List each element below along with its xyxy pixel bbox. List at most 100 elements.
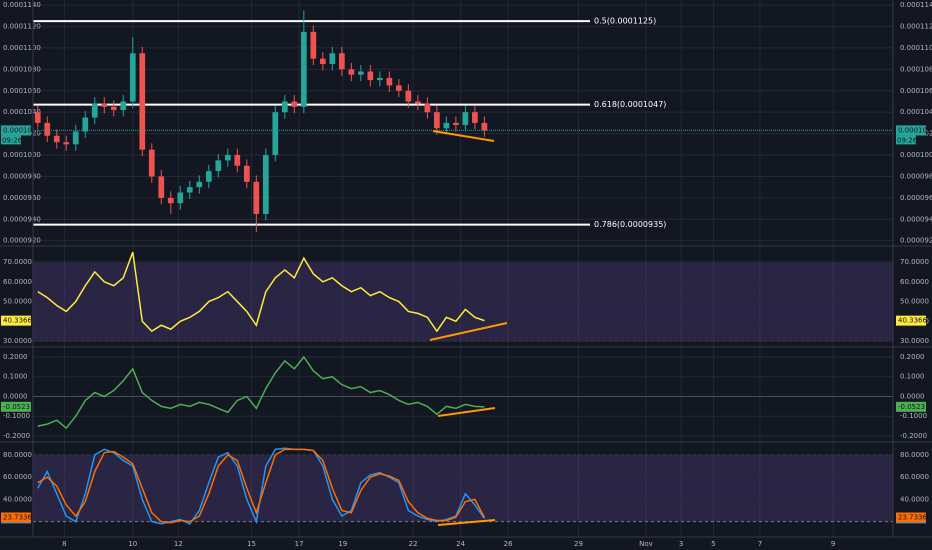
- y-tick-label: 40.0000: [3, 495, 32, 503]
- candle-body: [310, 31, 317, 59]
- candle-body: [319, 58, 326, 64]
- x-tick-label: 10: [128, 540, 137, 548]
- candle-body: [72, 131, 79, 145]
- x-tick-label: 22: [409, 540, 418, 548]
- y-tick-label: -0.2000: [900, 432, 927, 440]
- y-tick-label: 0.0000920: [900, 237, 932, 245]
- value-label: 40.3366: [3, 317, 32, 325]
- candle-body: [462, 112, 469, 126]
- candle-body: [167, 197, 174, 204]
- value-label: 40.3366: [898, 317, 927, 325]
- line-series: [37, 355, 485, 430]
- x-tick-label: 7: [758, 540, 762, 548]
- y-tick-label: 0.0001060: [3, 87, 41, 95]
- y-tick-label: 0.1000: [3, 373, 28, 381]
- candle-body: [120, 101, 127, 111]
- y-tick-label: 0.0001060: [900, 87, 932, 95]
- y-tick-label: -0.1000: [3, 412, 30, 420]
- x-tick-label: 15: [247, 540, 256, 548]
- candle-body: [44, 122, 51, 136]
- candle-body: [177, 192, 184, 204]
- x-tick-label: 19: [338, 540, 347, 548]
- candle-body: [34, 112, 41, 123]
- x-tick-label: 26: [504, 540, 513, 548]
- y-tick-label: 0.0001040: [900, 108, 932, 116]
- trend-line: [437, 519, 496, 526]
- value-label: 0.0001023: [898, 126, 932, 134]
- value-label-box: [1, 401, 31, 412]
- fib-label: 0.618(0.0001047): [594, 100, 666, 109]
- x-tick-label: 17: [295, 540, 304, 548]
- candle-body: [472, 112, 478, 123]
- candle-body: [481, 122, 488, 131]
- candle-body: [367, 71, 374, 81]
- y-tick-label: 0.2000: [3, 353, 28, 361]
- candle-body: [205, 171, 212, 182]
- value-label: 0.0001023: [3, 126, 41, 134]
- x-tick-label: 3: [679, 540, 683, 548]
- y-tick-label: 0.0001140: [3, 1, 41, 9]
- y-tick-label: 40.0000: [900, 495, 929, 503]
- y-tick-label: 80.0000: [900, 451, 929, 459]
- y-tick-label: 30.0000: [900, 337, 929, 345]
- candle-body: [291, 101, 298, 107]
- y-tick-label: 0.0001000: [900, 151, 932, 159]
- y-tick-label: 70.0000: [900, 258, 929, 266]
- y-tick-label: 60.0000: [900, 473, 929, 481]
- x-tick-label: 12: [174, 540, 183, 548]
- candle-body: [234, 155, 241, 166]
- candle-body: [253, 181, 260, 214]
- y-tick-label: 60.0000: [900, 278, 929, 286]
- candle-body: [453, 122, 459, 126]
- candle-body: [377, 77, 383, 81]
- divergence-lines: [429, 130, 508, 526]
- candle-body: [215, 160, 222, 172]
- candle-body: [443, 122, 450, 129]
- candle-body: [338, 53, 345, 70]
- value-label: -0.0523: [898, 403, 925, 411]
- countdown-box: [1, 135, 21, 145]
- y-tick-label: 60.0000: [3, 473, 32, 481]
- value-label-box: [896, 315, 926, 326]
- x-tick-label: Nov: [639, 540, 653, 548]
- candle-body: [158, 176, 165, 198]
- value-label-box: [896, 512, 926, 523]
- fib-label: 0.786(0.0000935): [594, 220, 666, 229]
- line-series: [37, 448, 486, 524]
- candle-body: [272, 112, 279, 156]
- y-tick-label: 0.0000980: [3, 172, 41, 180]
- y-tick-label: 0.0001100: [900, 44, 932, 52]
- y-tick-label: 0.0000960: [900, 194, 932, 202]
- candle-body: [63, 142, 70, 145]
- candle-body: [434, 112, 440, 129]
- candle-body: [224, 155, 231, 161]
- y-tick-label: 0.0000: [3, 392, 28, 400]
- candle-body: [148, 149, 155, 177]
- y-tick-label: 0.0001040: [3, 108, 41, 116]
- y-tick-label: 0.0001120: [3, 22, 41, 30]
- candle-body: [91, 103, 98, 118]
- separators: [0, 0, 932, 538]
- y-tick-label: 80.0000: [3, 451, 32, 459]
- y-tick-label: 0.2000: [900, 353, 925, 361]
- candle-body: [139, 53, 146, 150]
- y-tick-label: 0.0000940: [900, 215, 932, 223]
- y-tick-label: -0.2000: [3, 432, 30, 440]
- value-label-box: [1, 512, 31, 523]
- y-tick-label: 0.0000980: [900, 172, 932, 180]
- candle-body: [129, 53, 136, 102]
- candle-body: [281, 101, 288, 113]
- trend-line: [432, 130, 495, 142]
- candle-body: [386, 77, 393, 86]
- y-tick-label: 0.1000: [900, 373, 925, 381]
- x-tick-label: 9: [831, 540, 835, 548]
- y-tick-label: 0.0001140: [900, 1, 932, 9]
- y-tick-label: 30.0000: [3, 337, 32, 345]
- line-series: [37, 251, 485, 333]
- y-tick-label: 70.0000: [3, 258, 32, 266]
- candle-body: [396, 85, 402, 91]
- y-tick-label: -0.1000: [900, 412, 927, 420]
- candle-body: [300, 31, 307, 107]
- fib-label: 0.5(0.0001125): [594, 17, 656, 26]
- candle-body: [53, 135, 60, 143]
